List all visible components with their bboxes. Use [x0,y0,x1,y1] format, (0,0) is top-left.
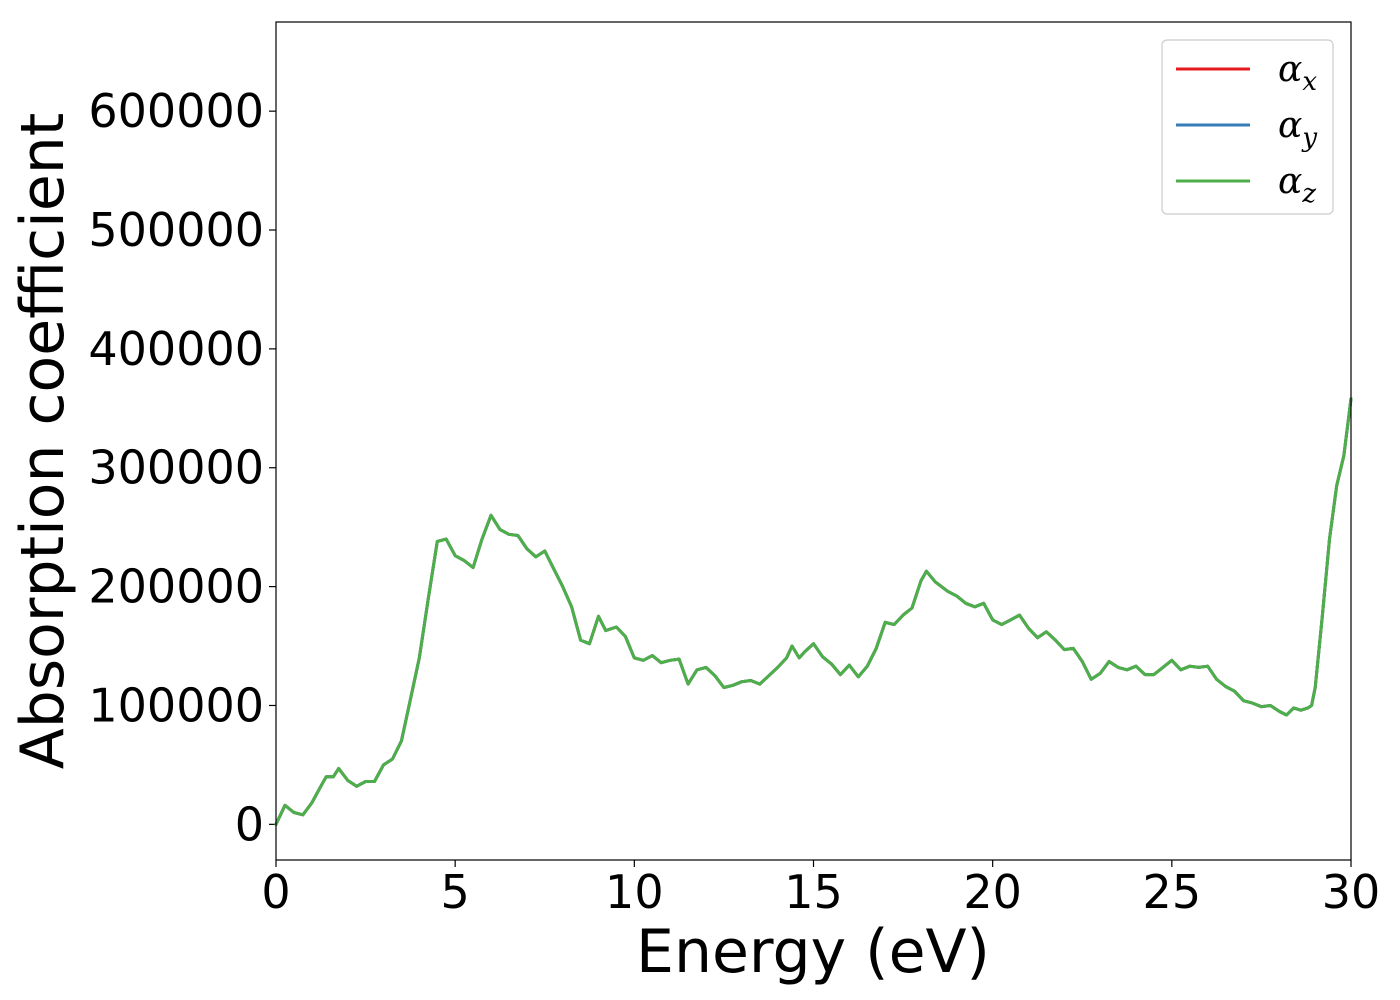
y-axis-title: Absorption coefficient [8,113,78,770]
x-tick-label: 30 [1322,865,1381,919]
y-tick-label: 400000 [88,322,264,376]
x-axis-ticks: 0 5 10 15 20 25 30 [261,860,1380,919]
legend-label-alpha-x: αx [1278,49,1317,97]
plot-frame [275,21,1352,861]
y-tick-label: 0 [235,797,264,851]
legend: αx αy αz [1161,39,1334,215]
y-tick-label: 200000 [88,560,264,614]
x-tick-label: 15 [784,865,843,919]
y-tick-label: 100000 [88,678,264,732]
y-tick-label: 600000 [88,84,264,138]
series-lines [274,397,1353,826]
x-tick-label: 0 [261,865,290,919]
series-line-alpha-z [274,397,1353,826]
x-tick-label: 5 [441,865,470,919]
y-axis-ticks: 0 100000 200000 300000 400000 500000 600000 [88,84,276,851]
legend-label-alpha-z: αz [1278,161,1316,209]
x-axis-title: Energy (eV) [636,917,990,987]
x-tick-label: 20 [963,865,1022,919]
legend-box [1161,39,1334,215]
y-tick-label: 300000 [88,441,264,495]
legend-label-alpha-y: αy [1278,105,1317,153]
y-tick-label: 500000 [88,203,264,257]
x-tick-label: 25 [1143,865,1202,919]
x-tick-label: 10 [605,865,664,919]
